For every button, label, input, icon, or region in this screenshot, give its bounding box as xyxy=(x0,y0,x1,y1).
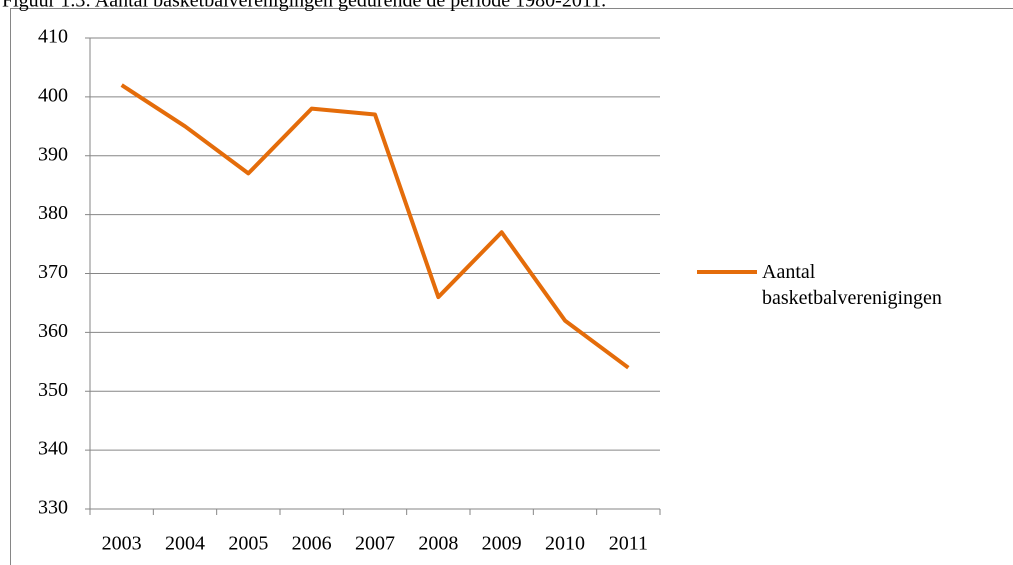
y-tick-label: 360 xyxy=(38,320,68,342)
data-line xyxy=(120,83,630,370)
y-tick-label: 390 xyxy=(38,143,68,165)
y-tick-label: 340 xyxy=(38,438,68,460)
y-tick-label: 350 xyxy=(38,379,68,401)
x-tick-label: 2011 xyxy=(609,533,648,555)
x-tick-label: 2009 xyxy=(482,533,522,555)
x-tick-label: 2007 xyxy=(355,533,395,555)
y-tick-label: 380 xyxy=(38,202,68,224)
x-tick-label: 2008 xyxy=(418,533,458,555)
chart-title: Figuur 1.3: Aantal basketbalverenigingen… xyxy=(2,0,606,12)
y-tick-label: 410 xyxy=(38,26,68,48)
legend-label: Aantal basketbalverenigingen xyxy=(762,261,942,309)
x-tick-label: 2010 xyxy=(545,533,585,555)
y-tick-label: 400 xyxy=(38,84,68,106)
chart-frame xyxy=(10,8,1013,565)
x-tick-label: 2006 xyxy=(292,533,332,555)
x-tick-label: 2004 xyxy=(165,533,205,555)
y-tick-label: 330 xyxy=(38,497,68,519)
x-tick-label: 2005 xyxy=(228,533,268,555)
y-tick-label: 370 xyxy=(38,261,68,283)
x-tick-label: 2003 xyxy=(102,533,142,555)
